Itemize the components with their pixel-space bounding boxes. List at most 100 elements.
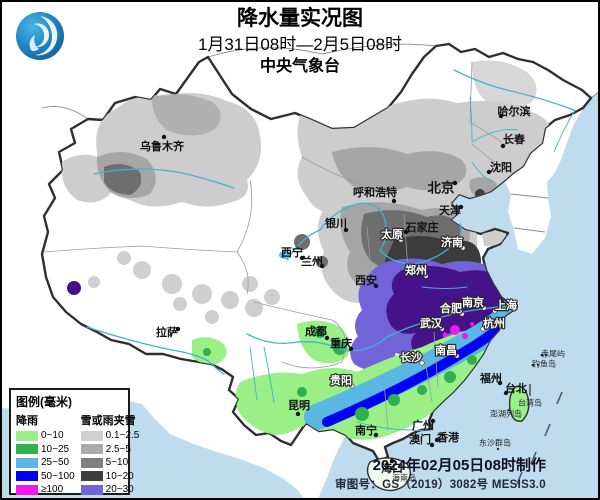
legend-value: ≥30: [106, 498, 123, 499]
city-dot: [500, 143, 506, 149]
legend-value: 0.1~2.5: [105, 430, 140, 442]
legend-item: 50~100: [16, 470, 75, 484]
city-label: 乌鲁木齐: [140, 139, 185, 153]
city-label: 台湾岛: [518, 398, 542, 408]
taiwan-island: [508, 385, 530, 422]
city-label: 广州: [412, 418, 434, 432]
legend-item: 0~10: [16, 429, 75, 443]
city-label: 澎湖列岛: [490, 409, 522, 419]
legend-item: 5~10: [80, 456, 140, 470]
city-dot: [295, 411, 301, 417]
precipitation-layers: [61, 60, 554, 440]
city-label: 赤尾屿: [541, 350, 565, 359]
agency-name: 中央气象台: [259, 57, 340, 75]
city-label: 天津: [439, 203, 461, 217]
city-label: 石家庄: [405, 220, 439, 234]
snow-column-label: 雪或雨夹雪: [80, 415, 136, 427]
time-range: 1月31日08时—2月5日08时: [197, 35, 403, 55]
city-dot: [481, 305, 487, 311]
city-label: 澳门: [409, 432, 431, 446]
legend-swatch: [80, 430, 103, 441]
city-label: 沈阳: [490, 160, 512, 174]
city-dot: [430, 418, 436, 424]
legend-value: 25~50: [41, 457, 70, 469]
city-label: 香港: [436, 430, 460, 444]
city-label: 西宁: [281, 245, 303, 259]
meteorological-agency-logo: [16, 12, 64, 60]
hainan-island: [366, 457, 412, 492]
production-time: 2024年02月05日08时制作: [372, 457, 546, 474]
city-dot: [439, 326, 445, 332]
legend-value: 20~30: [105, 484, 134, 496]
rivers: [86, 69, 576, 432]
legend-swatch: [16, 444, 38, 455]
legend-swatch: [16, 471, 38, 482]
legend-item: 20~30: [80, 483, 140, 497]
city-label: 福州: [479, 371, 502, 385]
page-title: 降水量实况图: [237, 7, 363, 30]
city-dot: [175, 326, 181, 332]
city-label: 西安: [355, 273, 377, 287]
city-label: 武汉: [420, 316, 443, 330]
legend-item: 2.5~5: [80, 443, 140, 457]
legend-value: 10~20: [105, 470, 134, 482]
city-dot: [403, 229, 409, 235]
legend-swatch: [80, 457, 103, 468]
city-label: 海南岛: [392, 473, 416, 483]
legend-item: 25~50: [16, 456, 75, 470]
city-dot: [391, 198, 397, 204]
city-label: 南京: [462, 295, 484, 309]
city-dot: [373, 283, 379, 289]
city-dot: [389, 458, 395, 464]
legend-value: ≥100: [41, 484, 64, 496]
city-dot: [540, 353, 544, 357]
legend-value: 5~10: [105, 457, 129, 469]
legend-item: 10~25: [16, 443, 75, 457]
city-label: 东沙群岛: [479, 438, 511, 448]
city-dot: [419, 360, 425, 366]
city-label: 济南: [441, 235, 463, 249]
legend-value: 0~10: [41, 430, 64, 442]
city-dot: [161, 134, 167, 140]
legend-swatch: [16, 484, 38, 495]
legend-item: 10~20: [80, 470, 140, 484]
legend-item: 0.1~2.5: [80, 429, 140, 443]
city-label: 哈尔滨: [498, 104, 531, 118]
legend-value: 50~100: [41, 470, 75, 482]
city-dot: [480, 326, 486, 332]
city-label: 北京: [428, 180, 455, 196]
city-dot: [531, 363, 535, 367]
city-dot: [299, 255, 305, 261]
city-label: 郑州: [405, 263, 427, 277]
city-label: 长沙: [400, 350, 422, 364]
city-dot: [434, 437, 440, 443]
city-label: 拉萨: [156, 325, 178, 339]
city-label: 昆明: [288, 399, 310, 412]
city-dot: [343, 227, 349, 233]
rain-column-label: 降雨: [16, 415, 38, 427]
city-label: 南昌: [435, 343, 457, 357]
legend-item: ≥30: [81, 497, 140, 499]
legend-value: 10~25: [41, 443, 70, 455]
city-dot: [458, 204, 464, 210]
legend-swatch: [16, 430, 38, 441]
city-dot: [452, 180, 458, 186]
city-label: 太原: [380, 227, 403, 241]
legend-value: 2.5~5: [105, 443, 131, 455]
city-label: 重庆: [330, 336, 352, 350]
city-dot: [348, 346, 354, 352]
city-dot: [459, 311, 465, 317]
city-dot: [454, 353, 460, 359]
legend-box: 图例(毫米) 降雨 0~10 10~25 25~50 50~100 ≥100 雪或雨夹雪…: [9, 388, 139, 498]
legend-swatch: [80, 444, 103, 455]
city-dot: [492, 308, 498, 314]
legend-swatch: [80, 484, 103, 495]
city-dot: [324, 335, 330, 341]
city-label: 银川: [325, 216, 347, 230]
city-label: 贵阳: [330, 373, 352, 387]
legend-rain-column: 降雨 0~10 10~25 25~50 50~100 ≥100: [16, 412, 75, 498]
